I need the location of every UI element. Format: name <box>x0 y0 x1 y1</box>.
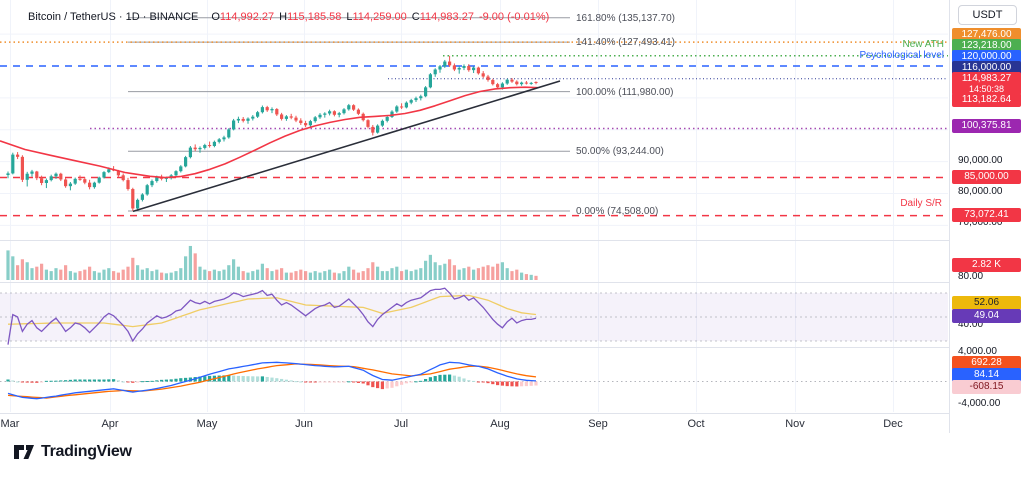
fib-level-label: 50.00% (93,244.00) <box>576 146 664 157</box>
fib-level-label: 141.40% (127,493.41) <box>576 37 675 48</box>
month-label: Aug <box>490 418 510 430</box>
level-lines <box>0 17 948 217</box>
macd-signal-line <box>7 363 537 399</box>
line-annotation-label: New ATH <box>902 39 945 50</box>
price-badge: 127,476.00 <box>952 28 1021 42</box>
price-badge: 2.82 K <box>952 258 1021 272</box>
fib-level-label: 100.00% (111,980.00) <box>576 87 674 98</box>
volume-series <box>6 245 538 280</box>
price-badge: 84.14 <box>952 368 1021 382</box>
month-label: Dec <box>883 418 903 430</box>
price-tick: -4,000.00 <box>958 398 1001 409</box>
month-label: Mar <box>0 418 20 430</box>
candlestick-series <box>6 55 538 212</box>
low-value: 114,259.00 <box>352 11 407 23</box>
price-axis[interactable]: USDT 90,000.00 80,000.00 70,000.00 80.00 40.… <box>949 0 1024 433</box>
month-label: Sep <box>588 418 608 430</box>
change-value: -9.00 (-0.01%) <box>478 11 550 23</box>
symbol-title[interactable]: Bitcoin / TetherUS · 1D · BINANCE <box>28 11 199 23</box>
macd-line <box>7 361 537 400</box>
price-badge: 100,375.81 <box>952 119 1021 133</box>
price-badge: 85,000.00 <box>952 170 1021 184</box>
trendline[interactable] <box>132 80 561 213</box>
tradingview-logo-icon[interactable] <box>13 443 35 461</box>
fib-level-label: 161.80% (135,137.70) <box>576 13 675 24</box>
price-badge: 123,218.00 <box>952 39 1021 53</box>
price-badge: 73,072.41 <box>952 208 1021 222</box>
high-value: 115,185.58 <box>287 11 342 23</box>
footer: TradingView <box>13 443 132 461</box>
time-axis[interactable]: Mar Apr May Jun Jul Aug Sep Oct Nov Dec <box>0 413 1024 434</box>
symbol-legend: Bitcoin / TetherUS · 1D · BINANCE O114,99… <box>28 11 549 23</box>
macd-pane <box>0 361 948 400</box>
line-annotation-label: Psychological level <box>859 50 945 61</box>
line-annotation-label: Daily S/R <box>900 198 942 209</box>
rsi-ma-line <box>7 294 537 328</box>
month-label: Oct <box>687 418 705 430</box>
close-value: 114,983.27 <box>419 11 474 23</box>
price-badge: 49.04 <box>952 309 1021 323</box>
price-badge: 113,182.64 <box>952 93 1021 107</box>
price-tick: 70,000.00 <box>958 217 1003 228</box>
price-badge: 692.28 <box>952 356 1021 370</box>
rsi-line <box>7 287 537 345</box>
price-badge: 52.06 <box>952 296 1021 310</box>
month-label: Jul <box>393 418 409 430</box>
price-badge: 120,000.00 <box>952 50 1021 64</box>
month-label: Nov <box>785 418 805 430</box>
open-label: O <box>211 11 220 23</box>
month-label: May <box>196 418 218 430</box>
price-badge: 116,000.00 <box>952 61 1021 75</box>
price-tick: 4,000.00 <box>958 346 997 357</box>
price-tick: 40.00 <box>958 319 984 330</box>
fib-level-label: 0.00% (74,508.00) <box>576 206 659 217</box>
high-label: H <box>279 11 288 23</box>
chart-canvas[interactable] <box>0 0 1024 413</box>
price-tick: 80,000.00 <box>958 186 1003 197</box>
ma-line <box>0 86 539 179</box>
price-badge: -608.15 <box>952 380 1021 394</box>
price-tick: 80.00 <box>958 271 984 282</box>
countdown-timer: 14:50:38 <box>968 84 1005 94</box>
low-label: L <box>346 11 353 23</box>
currency-button[interactable]: USDT <box>958 5 1017 25</box>
month-label: Jun <box>295 418 313 430</box>
close-label: C <box>411 11 420 23</box>
price-tick: 90,000.00 <box>958 155 1003 166</box>
rsi-pane <box>0 287 948 345</box>
month-label: Apr <box>101 418 119 430</box>
price-badge: 114,983.27 14:50:38 <box>952 72 1021 95</box>
open-value: 114,992.27 <box>219 11 275 23</box>
grid-lines <box>0 0 1024 412</box>
tradingview-brand[interactable]: TradingView <box>41 443 132 460</box>
